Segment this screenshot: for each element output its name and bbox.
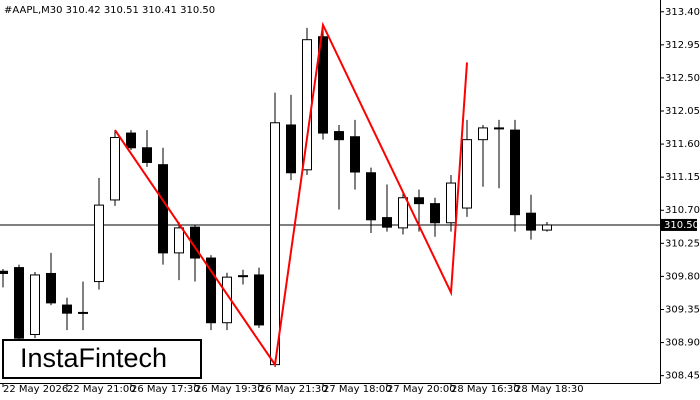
candle-body	[462, 139, 472, 209]
current-price-label: 310.50	[664, 220, 699, 231]
candle-body	[350, 136, 360, 173]
candle-body	[414, 197, 424, 205]
x-tick-label: 27 May 18:00	[323, 384, 392, 395]
candle-body	[366, 172, 376, 221]
chart-title: #AAPL,M30 310.42 310.51 310.41 310.50	[4, 5, 215, 16]
candle-body	[510, 129, 520, 216]
candle-body	[158, 164, 168, 254]
y-tick-label: 310.25	[665, 238, 700, 249]
candle-body	[126, 132, 136, 149]
candle-body	[318, 36, 328, 134]
candle-body	[494, 127, 504, 130]
candle-body	[526, 212, 536, 231]
candle-body	[478, 127, 488, 141]
candle-body	[382, 217, 392, 228]
candle-body	[206, 257, 216, 324]
candle-body	[62, 304, 72, 314]
candle-body	[302, 39, 312, 171]
candle-body	[190, 226, 200, 259]
candle-body	[254, 274, 264, 326]
x-tick-label: 22 May 21:00	[67, 384, 136, 395]
y-tick-label: 310.70	[665, 205, 700, 216]
candle-body	[334, 131, 344, 141]
y-tick-label: 308.90	[665, 338, 700, 349]
candle-body	[46, 272, 56, 304]
x-tick-label: 22 May 2026	[3, 384, 68, 395]
candle-body	[110, 136, 120, 201]
y-tick-label: 308.45	[665, 371, 700, 382]
candle-body	[78, 311, 88, 314]
current-price-box	[661, 218, 697, 231]
x-tick-label: 28 May 16:30	[451, 384, 520, 395]
x-tick-label: 26 May 19:30	[195, 384, 264, 395]
y-tick-label: 312.05	[665, 106, 700, 117]
logo: InstaFintech	[20, 343, 167, 373]
y-tick-label: 309.35	[665, 304, 700, 315]
x-tick-label: 26 May 17:30	[131, 384, 200, 395]
x-tick-label: 28 May 18:30	[515, 384, 584, 395]
logo-box	[2, 339, 202, 379]
candle-body	[542, 224, 552, 231]
candle-body	[0, 270, 8, 274]
candle-body	[238, 275, 248, 278]
x-tick-label: 27 May 20:00	[387, 384, 456, 395]
y-tick-label: 309.80	[665, 271, 700, 282]
pattern-line	[114, 21, 468, 368]
y-tick-label: 313.40	[665, 7, 700, 18]
y-tick-label: 311.60	[665, 139, 700, 150]
candle-body	[174, 227, 184, 254]
candle-body	[94, 204, 104, 283]
candle-body	[270, 122, 280, 366]
candle-body	[446, 182, 456, 224]
candle-body	[398, 197, 408, 229]
y-tick-label: 312.95	[665, 40, 700, 51]
candle-body	[30, 274, 40, 335]
candle-body	[286, 124, 296, 174]
y-tick-label: 311.15	[665, 172, 700, 183]
candle-body	[142, 147, 152, 163]
candle-body	[14, 267, 24, 339]
y-tick-label: 312.50	[665, 73, 700, 84]
candle-body	[430, 203, 440, 224]
x-tick-label: 26 May 21:30	[259, 384, 328, 395]
